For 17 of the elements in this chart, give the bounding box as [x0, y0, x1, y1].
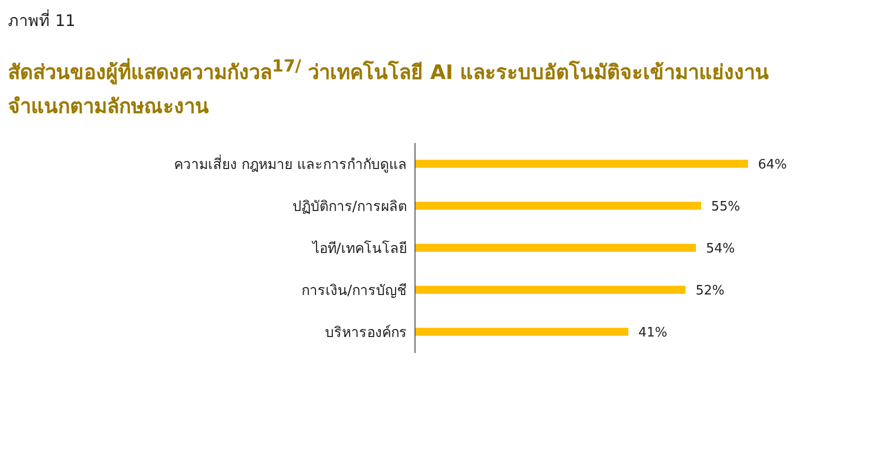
bar	[415, 327, 628, 336]
chart-title: สัดส่วนของผู้ที่แสดงความกังวล$^{17/}$ ว่าเทคโนโลยี AI และระบบอัตโนมัติจะเข้ามาแย่งงาน จำแนกตามลักษณะงาน	[8, 56, 770, 118]
bar	[415, 201, 702, 210]
data-label: 41%	[638, 325, 668, 340]
data-label: 64%	[758, 157, 787, 172]
bar	[415, 285, 686, 294]
data-label: 54%	[706, 241, 735, 256]
y-tick-label: ไอที/เทคโนโลยี	[311, 240, 407, 257]
y-tick-label: บริหารองค์กร	[325, 324, 407, 341]
y-tick-label: ความเสี่ยง กฎหมาย และการกำกับดูแล	[174, 154, 407, 173]
text: ภาพที่ 11	[8, 11, 76, 30]
data-label: 52%	[696, 283, 724, 298]
bar	[415, 243, 696, 252]
bar	[415, 159, 748, 168]
y-tick-label: ปฏิบัติการ/การผลิต	[292, 198, 407, 215]
y-tick-label: การเงิน/การบัญชี	[301, 282, 407, 299]
data-label: 55%	[711, 199, 740, 214]
